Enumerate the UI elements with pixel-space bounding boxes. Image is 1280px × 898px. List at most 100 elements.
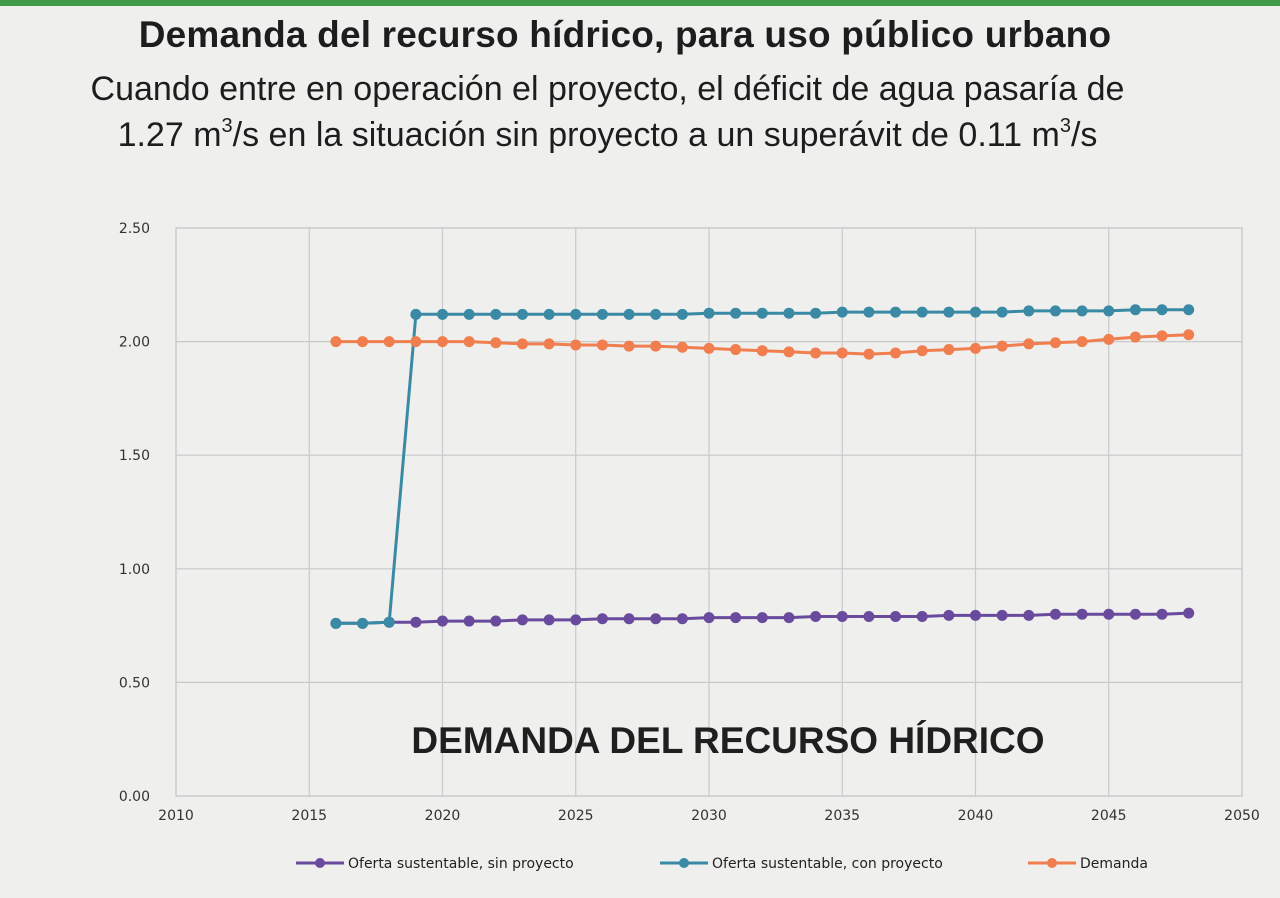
subtitle-line-1: Cuando entre en operación el proyecto, e… xyxy=(90,70,1125,108)
y-tick-label: 2.50 xyxy=(119,221,150,237)
data-point xyxy=(1156,330,1168,342)
y-tick-label: 2.00 xyxy=(119,335,150,351)
data-point xyxy=(1023,609,1035,621)
data-point xyxy=(1129,608,1141,620)
legend-swatch-marker xyxy=(679,858,689,868)
superscript-2: 3 xyxy=(1059,115,1071,137)
data-point xyxy=(970,306,981,318)
data-point xyxy=(730,612,742,624)
data-point xyxy=(410,616,422,628)
data-point xyxy=(1049,305,1061,317)
data-point xyxy=(890,347,902,359)
legend-swatch-marker xyxy=(315,858,325,868)
x-tick-label: 2050 xyxy=(1224,808,1260,824)
data-point xyxy=(490,337,502,349)
data-point xyxy=(490,308,502,320)
data-point xyxy=(357,617,369,629)
data-point xyxy=(676,308,688,320)
data-point xyxy=(463,336,475,348)
slide-subtitle: Cuando entre en operación el proyecto, e… xyxy=(0,66,1215,158)
x-tick-label: 2025 xyxy=(558,808,594,824)
data-point xyxy=(836,347,848,359)
data-point xyxy=(543,614,555,626)
x-tick-label: 2035 xyxy=(824,808,860,824)
data-point xyxy=(810,347,822,359)
data-point xyxy=(330,336,342,348)
subtitle-part-a: 1.27 m xyxy=(117,116,222,154)
data-point xyxy=(1049,337,1061,349)
chart-container: 0.00 0.50 1.00 1.50 2.00 2.50 2010 2015 2020 202… xyxy=(0,200,1280,893)
data-point xyxy=(570,614,582,626)
data-point xyxy=(437,336,448,348)
data-point xyxy=(836,306,848,318)
data-point xyxy=(1023,338,1035,350)
data-point xyxy=(596,339,608,351)
data-point xyxy=(810,307,822,319)
data-point xyxy=(516,308,528,320)
series-line xyxy=(335,308,1189,625)
data-point xyxy=(623,613,635,625)
data-point xyxy=(970,342,981,354)
data-point xyxy=(890,611,902,623)
data-point xyxy=(916,345,928,357)
data-point xyxy=(596,308,608,320)
data-point xyxy=(916,306,928,318)
legend-label: Oferta sustentable, sin proyecto xyxy=(348,856,574,872)
data-point xyxy=(410,308,422,320)
top-accent-bar xyxy=(0,0,1280,6)
data-point xyxy=(676,613,688,625)
data-point xyxy=(463,308,475,320)
x-tick-label: 2020 xyxy=(425,808,461,824)
y-tick-label: 0.50 xyxy=(119,675,150,691)
data-point xyxy=(943,344,955,356)
data-point xyxy=(516,614,528,626)
data-point xyxy=(863,348,875,360)
data-point xyxy=(1049,608,1061,620)
data-point xyxy=(650,613,662,625)
data-point xyxy=(437,615,448,627)
data-point xyxy=(383,616,395,628)
data-point xyxy=(676,341,688,353)
data-point xyxy=(1103,608,1115,620)
data-point xyxy=(756,345,768,357)
data-point xyxy=(437,308,448,320)
data-point xyxy=(596,613,608,625)
chart-legend: Oferta sustentable, sin proyecto Oferta s… xyxy=(296,856,1148,872)
data-point xyxy=(783,346,795,358)
data-point xyxy=(943,306,955,318)
data-point xyxy=(1023,305,1035,317)
subtitle-part-b: /s en la situación sin proyecto a un sup… xyxy=(232,116,1060,154)
data-point xyxy=(543,308,555,320)
data-point xyxy=(703,612,715,624)
data-point xyxy=(730,344,742,356)
data-point xyxy=(916,611,928,623)
data-point xyxy=(1156,608,1168,620)
x-tick-label: 2045 xyxy=(1091,808,1127,824)
data-point xyxy=(1103,333,1115,345)
data-point xyxy=(756,307,768,319)
data-point xyxy=(1183,607,1195,619)
data-point xyxy=(1103,305,1115,317)
chart-title: DEMANDA DEL RECURSO HÍDRICO xyxy=(411,720,1044,761)
x-tick-label: 2010 xyxy=(158,808,194,824)
data-point xyxy=(970,609,981,621)
data-point xyxy=(623,340,635,352)
data-point xyxy=(570,339,582,351)
data-point xyxy=(783,612,795,624)
data-point xyxy=(1183,304,1195,316)
y-axis-ticks: 0.00 0.50 1.00 1.50 2.00 2.50 xyxy=(119,221,150,805)
data-point xyxy=(330,617,342,629)
data-point xyxy=(383,336,395,348)
data-point xyxy=(730,307,742,319)
data-point xyxy=(516,338,528,350)
data-point xyxy=(570,308,582,320)
data-point xyxy=(1076,608,1088,620)
data-point xyxy=(650,308,662,320)
data-point xyxy=(357,336,369,348)
data-point xyxy=(996,306,1008,318)
data-point xyxy=(463,615,475,627)
legend-swatch-marker xyxy=(1047,858,1057,868)
x-tick-label: 2030 xyxy=(691,808,727,824)
data-point xyxy=(863,306,875,318)
data-point xyxy=(1129,304,1141,316)
